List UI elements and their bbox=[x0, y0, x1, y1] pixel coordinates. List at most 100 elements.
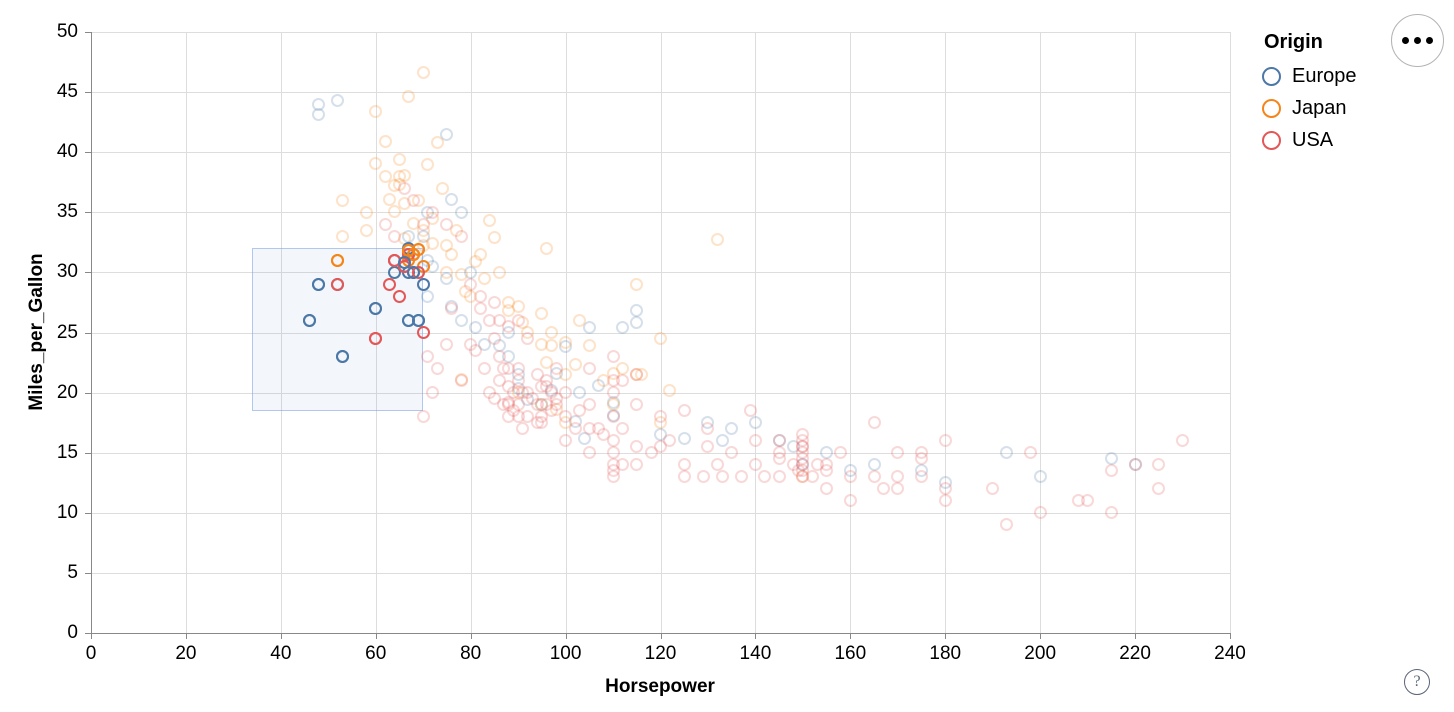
data-point bbox=[549, 402, 563, 416]
gridline-vertical bbox=[755, 32, 757, 633]
x-tick-mark bbox=[945, 633, 947, 639]
help-button[interactable]: ? bbox=[1404, 669, 1430, 695]
data-point bbox=[1081, 494, 1095, 508]
x-tick-mark bbox=[280, 633, 282, 639]
interval-selection-brush[interactable] bbox=[252, 248, 424, 411]
data-point bbox=[1104, 464, 1118, 478]
data-point bbox=[796, 440, 810, 454]
data-point bbox=[445, 247, 459, 261]
data-point bbox=[426, 237, 440, 251]
data-point bbox=[796, 458, 810, 472]
legend-item-japan[interactable]: Japan bbox=[1262, 92, 1432, 124]
data-point bbox=[796, 464, 810, 478]
data-point bbox=[397, 181, 411, 195]
y-tick-label: 20 bbox=[56, 381, 78, 403]
data-point bbox=[445, 301, 459, 315]
x-tick-label: 220 bbox=[1119, 643, 1151, 664]
data-point bbox=[421, 157, 435, 171]
data-point bbox=[440, 217, 454, 231]
data-point bbox=[506, 404, 520, 418]
data-point bbox=[535, 338, 549, 352]
data-point bbox=[573, 313, 587, 327]
data-point bbox=[430, 136, 444, 150]
data-point bbox=[530, 416, 544, 430]
data-point bbox=[915, 470, 929, 484]
data-point bbox=[521, 332, 535, 345]
data-point bbox=[796, 452, 810, 466]
data-point bbox=[378, 134, 392, 148]
x-tick-mark bbox=[470, 633, 472, 639]
gridline-vertical bbox=[185, 32, 187, 633]
data-point bbox=[511, 398, 525, 412]
legend-items: Europe Japan USA bbox=[1262, 60, 1432, 156]
plot-region[interactable] bbox=[91, 32, 1231, 634]
data-point bbox=[1152, 458, 1166, 472]
x-tick-label: 0 bbox=[85, 643, 97, 664]
ellipsis-icon bbox=[1402, 37, 1433, 44]
gridline-vertical bbox=[1135, 32, 1137, 633]
data-point bbox=[336, 193, 350, 207]
x-tick-label: 80 bbox=[460, 643, 482, 664]
data-point bbox=[786, 440, 800, 454]
data-point bbox=[416, 223, 430, 237]
data-point bbox=[606, 398, 620, 412]
data-point bbox=[1000, 518, 1014, 532]
data-point bbox=[492, 313, 506, 327]
data-point bbox=[416, 410, 430, 424]
data-point bbox=[492, 339, 506, 353]
x-tick-label: 40 bbox=[270, 643, 292, 664]
data-point bbox=[511, 368, 525, 382]
data-point bbox=[772, 470, 786, 484]
data-point bbox=[535, 410, 549, 424]
data-point bbox=[540, 398, 554, 412]
data-point bbox=[715, 434, 729, 448]
data-point bbox=[820, 458, 834, 472]
data-point bbox=[734, 470, 748, 484]
data-point bbox=[487, 231, 501, 245]
legend-item-usa[interactable]: USA bbox=[1262, 124, 1432, 156]
data-point bbox=[606, 374, 620, 388]
data-point bbox=[549, 362, 563, 376]
data-point bbox=[582, 422, 596, 436]
data-point bbox=[416, 217, 430, 231]
data-point bbox=[796, 440, 810, 454]
x-tick-label: 100 bbox=[549, 643, 582, 664]
y-tick-mark bbox=[85, 32, 91, 33]
chart-actions-menu-button[interactable] bbox=[1391, 14, 1444, 67]
legend-symbol-circle-icon bbox=[1262, 98, 1281, 118]
data-point bbox=[435, 181, 449, 195]
data-point bbox=[397, 168, 411, 182]
data-point bbox=[701, 440, 715, 454]
data-point bbox=[440, 127, 454, 141]
data-point bbox=[616, 362, 630, 376]
data-point bbox=[606, 408, 620, 422]
data-point bbox=[502, 380, 516, 394]
x-tick-mark bbox=[1040, 633, 1042, 639]
data-point bbox=[397, 232, 411, 246]
gridline-vertical bbox=[850, 32, 852, 633]
data-point bbox=[388, 204, 402, 218]
data-point bbox=[312, 108, 326, 122]
data-point bbox=[606, 395, 620, 409]
data-point bbox=[440, 271, 454, 285]
data-point bbox=[1071, 494, 1085, 508]
data-point bbox=[758, 470, 772, 484]
legend-item-label: Europe bbox=[1292, 65, 1357, 87]
data-point bbox=[497, 398, 511, 412]
x-tick-mark bbox=[755, 633, 757, 639]
data-point bbox=[805, 470, 819, 484]
data-point bbox=[630, 440, 644, 454]
y-tick-label: 0 bbox=[67, 622, 78, 643]
data-point bbox=[696, 470, 710, 484]
data-point bbox=[421, 289, 435, 303]
data-point bbox=[473, 247, 487, 261]
data-point bbox=[592, 422, 606, 436]
data-point bbox=[516, 422, 530, 436]
data-point bbox=[715, 470, 729, 484]
data-point bbox=[492, 350, 506, 364]
data-point bbox=[701, 422, 715, 436]
y-tick-label: 15 bbox=[56, 441, 78, 463]
y-axis-line bbox=[91, 32, 92, 633]
data-point bbox=[867, 458, 881, 472]
legend-item-europe[interactable]: Europe bbox=[1262, 60, 1432, 92]
